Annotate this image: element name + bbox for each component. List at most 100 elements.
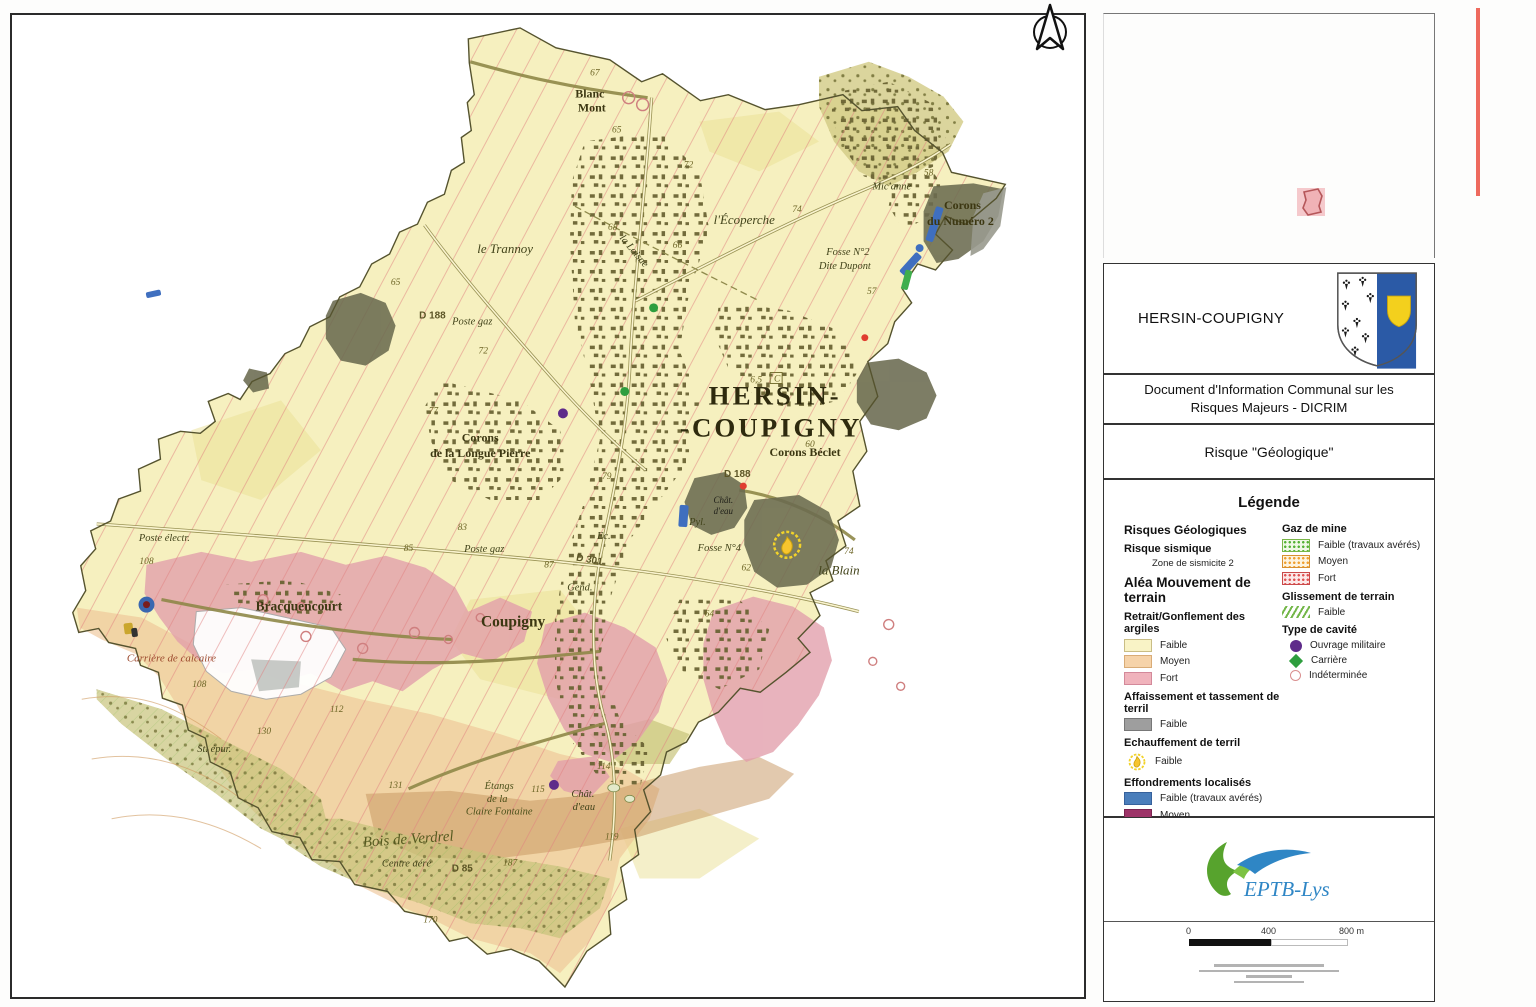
legend-label: Carrière xyxy=(1311,655,1348,666)
hatch-overlay xyxy=(72,27,1006,988)
map-label: 68 xyxy=(608,223,618,233)
map-label: D 188 xyxy=(419,311,446,322)
attribution-illegible xyxy=(1104,964,1434,983)
map-label: Mic'anne xyxy=(871,181,911,192)
flame-icon xyxy=(1128,753,1146,770)
map-marker-ring xyxy=(896,681,906,691)
map-marker-ring xyxy=(257,593,269,606)
scale-mid: 400 xyxy=(1261,926,1277,936)
legend-row: Indéterminée xyxy=(1282,669,1416,681)
map-label: 131 xyxy=(388,781,402,791)
map-marker-bar xyxy=(145,289,162,298)
map-marker-bar xyxy=(901,269,913,290)
map-label: 130 xyxy=(257,727,271,737)
terril-gray-part xyxy=(970,187,1007,257)
map-marker-bar xyxy=(678,504,689,528)
map-marker-dot xyxy=(861,334,869,342)
map-label: D 85 xyxy=(452,864,473,875)
map-label: HERSIN- xyxy=(709,380,842,410)
map-marker-ring xyxy=(296,601,306,612)
swatch-gaz-faible xyxy=(1282,538,1310,552)
map-label: 72 xyxy=(479,347,489,357)
eptb-lys-text: EPTB-Lys xyxy=(1243,877,1330,901)
map-frame: Blanc Mont le Trannoy l'Écoperche la Loisne H… xyxy=(10,13,1086,999)
map-label: 74 xyxy=(792,205,802,215)
roads xyxy=(96,60,952,861)
legend-row: Faible (travaux avérés) xyxy=(1124,792,1282,805)
legend-row: Faible xyxy=(1124,718,1282,731)
map-label: Étangs xyxy=(484,780,514,792)
map-label: la Blain xyxy=(818,563,859,578)
swatch-glissement-faible xyxy=(1282,606,1310,618)
legend-row: Fort xyxy=(1282,571,1416,585)
map-label: d'eau xyxy=(573,802,596,813)
map-label: Fosse N°4 xyxy=(697,543,741,554)
map-label: Gend. xyxy=(567,583,592,594)
commune-area xyxy=(72,27,1007,989)
legend-label: Faible xyxy=(1160,639,1188,651)
map-marker-ring xyxy=(883,618,895,631)
map-label: D 188 xyxy=(724,469,751,480)
scale-bar-empty xyxy=(1271,939,1348,946)
effondrement-markers xyxy=(123,206,944,638)
map-label: Bracquencourt xyxy=(256,599,343,614)
flame-icon-map xyxy=(772,530,802,560)
map-label: 77 xyxy=(429,406,440,416)
map-label: -COUPIGNY xyxy=(680,412,862,442)
map-label: Carrière de calcaire xyxy=(127,652,216,664)
map-label: 58 xyxy=(924,168,934,178)
map-label: 60 xyxy=(805,440,815,450)
map-marker-ring xyxy=(443,634,454,645)
commune-inset-shape xyxy=(1297,188,1325,216)
legend-header: Aléa Mouvement de terrain xyxy=(1124,575,1251,605)
map-label: Corons Béclet xyxy=(770,445,841,459)
map-label: 170 xyxy=(423,915,437,925)
map-marker-dot xyxy=(557,408,568,419)
legend-row: Faible xyxy=(1282,606,1416,618)
map-marker-bar xyxy=(123,622,134,635)
scale-bar-filled xyxy=(1189,939,1271,946)
legend-header: Type de cavité xyxy=(1282,624,1357,636)
legend-right-column: Gaz de mine Faible (travaux avérés) Moye… xyxy=(1282,519,1420,825)
legend-header: Glissement de terrain xyxy=(1282,590,1395,603)
marker-ouvrage-militaire xyxy=(1290,639,1302,652)
scale-right: 800 m xyxy=(1339,926,1365,936)
legend-note: Zone de sismicite 2 xyxy=(1152,558,1234,569)
map-label: 66 xyxy=(673,241,683,251)
map-marker-ring xyxy=(868,656,878,667)
legend-row: Ouvrage militaire xyxy=(1282,639,1416,652)
map-label: Ec. xyxy=(596,531,611,542)
map-marker-dot xyxy=(915,244,924,253)
risk-title-box: Risque "Géologique" xyxy=(1103,424,1435,479)
north-arrow-icon xyxy=(1033,3,1067,51)
legend-header: Gaz de mine xyxy=(1282,523,1347,535)
legend-label: Faible (travaux avérés) xyxy=(1160,793,1263,804)
map-marker-ring xyxy=(300,630,312,643)
footer-divider xyxy=(1104,921,1434,922)
map-label: Coupigny xyxy=(481,614,546,631)
map-label: Fosse N°2 xyxy=(825,247,869,258)
map-marker-ring xyxy=(622,90,636,105)
map-marker-bar xyxy=(131,627,138,638)
risk-title: Risque "Géologique" xyxy=(1204,443,1334,460)
legend-label: Faible xyxy=(1318,606,1346,618)
map-label: Mont xyxy=(578,101,606,115)
legend-row: Moyen xyxy=(1282,555,1416,568)
map-label: 112 xyxy=(330,705,344,715)
cavity-markers xyxy=(138,244,924,790)
map-label: 65 xyxy=(612,126,622,136)
map-label: Corons xyxy=(462,430,499,444)
document-subtitle-box: Document d'Information Communal sur les … xyxy=(1103,374,1435,424)
scale-bar: 0 400 800 m xyxy=(1186,926,1434,956)
ponds xyxy=(607,783,636,803)
marker-carriere xyxy=(1288,653,1304,668)
legend-header: Retrait/Gonflement des argiles xyxy=(1124,611,1246,635)
map-label: Claire Fontaine xyxy=(466,807,533,818)
legend-left-column: Risques Géologiques Risque sismique Zone… xyxy=(1104,519,1282,825)
legend-label: Fort xyxy=(1160,672,1178,684)
map-label: 108 xyxy=(139,557,153,567)
title-box: HERSIN-COUPIGNY xyxy=(1103,263,1435,374)
swatch-retrait-faible xyxy=(1124,638,1152,652)
